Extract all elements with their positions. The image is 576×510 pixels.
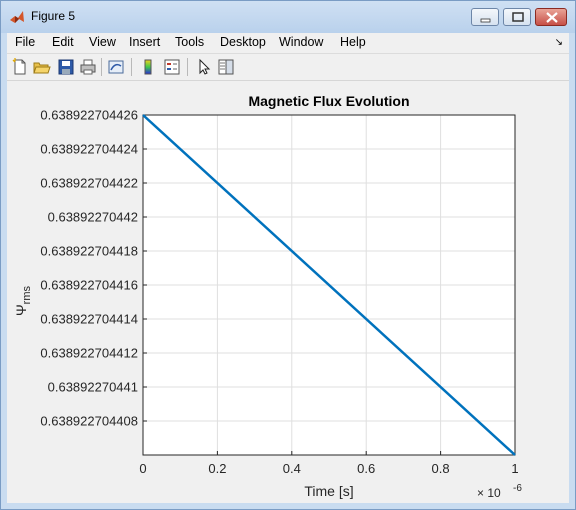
new-figure-icon[interactable] <box>11 58 29 76</box>
menu-view[interactable]: View <box>89 35 116 49</box>
toolbar-separator <box>131 58 132 76</box>
menu-window[interactable]: Window <box>279 35 324 49</box>
menu-file[interactable]: File <box>15 35 36 49</box>
open-file-icon[interactable] <box>33 58 51 76</box>
x-tick-label: 0.6 <box>357 461 375 476</box>
print-icon[interactable] <box>79 58 97 76</box>
close-icon <box>546 12 558 23</box>
x-axis-label: Time [s] <box>304 483 353 499</box>
menu-bar: File Edit View Insert Tools Desktop Wind… <box>7 33 569 54</box>
property-editor-icon[interactable] <box>217 58 235 76</box>
menu-insert[interactable]: Insert <box>129 35 161 49</box>
y-axis-label-subscript: rms <box>21 285 33 304</box>
x-exponent-label: × 10 <box>477 486 501 500</box>
x-tick-label: 0.4 <box>283 461 301 476</box>
save-icon[interactable] <box>57 58 75 76</box>
minimize-button[interactable] <box>471 8 499 26</box>
legend-icon[interactable] <box>163 58 181 76</box>
title-bar[interactable]: Figure 5 <box>1 1 575 33</box>
line-plot[interactable]: 0 0.2 0.4 0.6 0.8 1 0.638922704408 0.6389227044… <box>7 81 569 503</box>
menu-help[interactable]: Help <box>340 35 366 49</box>
y-tick-label: 0.638922704426 <box>40 108 138 123</box>
x-exponent-power: -6 <box>513 483 522 494</box>
y-axis-label-main: Ψ <box>13 304 29 316</box>
toolbar-separator <box>187 58 188 76</box>
y-axis-label: Ψrms <box>13 285 33 316</box>
dock-arrow-icon[interactable]: ↘ <box>554 37 563 48</box>
chart-title: Magnetic Flux Evolution <box>248 93 409 109</box>
x-tick-label: 1 <box>511 461 518 476</box>
window-title: Figure 5 <box>31 9 76 23</box>
menu-tools[interactable]: Tools <box>175 35 205 49</box>
toolbar <box>7 54 569 81</box>
series-line <box>142 114 516 456</box>
toolbar-separator <box>101 58 102 76</box>
pointer-icon[interactable] <box>195 58 213 76</box>
y-tick-label: 0.638922704424 <box>40 141 138 156</box>
x-tick-label: 0 <box>139 461 146 476</box>
y-tick-label: 0.638922704408 <box>40 413 138 428</box>
y-tick-label: 0.638922704422 <box>40 175 138 190</box>
maximize-button[interactable] <box>503 8 531 26</box>
y-tick-label: 0.638922704412 <box>40 345 138 360</box>
link-plot-icon[interactable] <box>107 58 125 76</box>
menu-edit[interactable]: Edit <box>52 35 74 49</box>
x-tick-label: 0.2 <box>208 461 226 476</box>
matlab-logo-icon <box>10 11 24 23</box>
x-tick-label: 0.8 <box>432 461 450 476</box>
minimize-icon <box>480 18 491 23</box>
close-button[interactable] <box>535 8 567 26</box>
figure-canvas: 0 0.2 0.4 0.6 0.8 1 0.638922704408 0.6389227044… <box>7 81 569 503</box>
menu-desktop[interactable]: Desktop <box>220 35 266 49</box>
maximize-icon <box>512 12 524 22</box>
colorbar-icon[interactable] <box>139 58 157 76</box>
y-tick-label: 0.63892270441 <box>48 379 138 394</box>
y-tick-label: 0.638922704416 <box>40 278 138 293</box>
y-tick-label: 0.638922704418 <box>40 243 138 258</box>
y-tick-label: 0.638922704414 <box>40 311 138 326</box>
y-tick-label: 0.63892270442 <box>48 209 138 224</box>
